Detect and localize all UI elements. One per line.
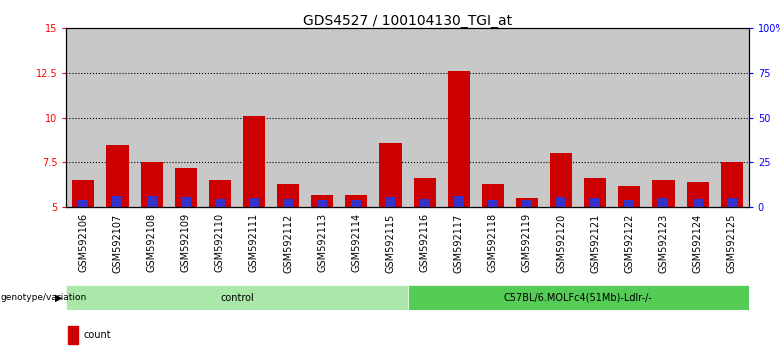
Bar [522, 200, 532, 207]
Bar [317, 200, 328, 207]
Text: GSM592117: GSM592117 [454, 213, 464, 273]
Bar [209, 180, 231, 207]
Bar [516, 198, 538, 207]
Bar [277, 184, 300, 207]
Text: GDS4527 / 100104130_TGI_at: GDS4527 / 100104130_TGI_at [303, 14, 512, 28]
Bar [215, 199, 225, 207]
Bar [101, 28, 135, 207]
Bar [305, 28, 339, 207]
Text: C57BL/6.MOLFc4(51Mb)-Ldlr-/-: C57BL/6.MOLFc4(51Mb)-Ldlr-/- [504, 293, 653, 303]
Bar [647, 28, 680, 207]
Text: count: count [84, 330, 112, 340]
Bar [243, 116, 265, 207]
Bar [147, 196, 157, 207]
Text: GSM592113: GSM592113 [317, 213, 328, 273]
Bar [339, 28, 374, 207]
Bar [476, 28, 510, 207]
Bar [624, 200, 634, 207]
Bar [413, 178, 436, 207]
Bar [168, 28, 203, 207]
Bar [181, 197, 191, 207]
Bar [407, 285, 749, 310]
Text: GSM592106: GSM592106 [78, 213, 88, 273]
Text: GSM592118: GSM592118 [488, 213, 498, 273]
Bar [612, 28, 647, 207]
Bar [203, 28, 237, 207]
Bar [590, 198, 601, 207]
Bar [556, 197, 566, 207]
Bar [441, 28, 476, 207]
Bar [283, 199, 293, 207]
Text: GSM592111: GSM592111 [249, 213, 259, 273]
Bar [578, 28, 612, 207]
Bar [385, 197, 395, 207]
Bar [407, 28, 441, 207]
Bar [311, 195, 333, 207]
Bar [78, 200, 88, 207]
Text: GSM592121: GSM592121 [590, 213, 601, 273]
Bar [686, 182, 709, 207]
Text: GSM592124: GSM592124 [693, 213, 703, 273]
Bar [249, 198, 259, 207]
Bar [135, 28, 168, 207]
Text: genotype/variation: genotype/variation [1, 293, 87, 302]
Bar [454, 196, 464, 207]
Bar [271, 28, 305, 207]
Bar [714, 28, 749, 207]
Bar [346, 195, 367, 207]
Bar [351, 200, 361, 207]
Text: GSM592116: GSM592116 [420, 213, 430, 273]
Text: GSM592112: GSM592112 [283, 213, 293, 273]
Text: GSM592120: GSM592120 [556, 213, 566, 273]
Bar [658, 198, 668, 207]
Text: GSM592125: GSM592125 [727, 213, 737, 273]
Bar [112, 196, 122, 207]
Bar [721, 162, 743, 207]
Bar [652, 180, 675, 207]
Bar [66, 285, 407, 310]
Bar [420, 199, 430, 207]
Bar [619, 185, 640, 207]
Bar [379, 143, 402, 207]
Bar [680, 28, 714, 207]
Bar [448, 71, 470, 207]
Bar [584, 178, 606, 207]
Bar [693, 199, 703, 207]
Bar [544, 28, 578, 207]
Bar [175, 168, 197, 207]
Bar [374, 28, 407, 207]
Bar [140, 162, 163, 207]
Bar [488, 200, 498, 207]
Text: ▶: ▶ [55, 293, 62, 303]
Bar [482, 184, 504, 207]
Text: control: control [220, 293, 254, 303]
Bar [550, 154, 573, 207]
Text: GSM592119: GSM592119 [522, 213, 532, 273]
Bar [510, 28, 544, 207]
Bar [727, 198, 737, 207]
Text: GSM592107: GSM592107 [112, 213, 122, 273]
Text: GSM592114: GSM592114 [351, 213, 361, 273]
Bar [66, 28, 101, 207]
Text: GSM592123: GSM592123 [658, 213, 668, 273]
Bar [237, 28, 271, 207]
Bar [106, 144, 129, 207]
Text: GSM592108: GSM592108 [147, 213, 157, 273]
Bar [69, 326, 78, 344]
Bar [73, 180, 94, 207]
Text: GSM592109: GSM592109 [181, 213, 191, 273]
Text: GSM592115: GSM592115 [385, 213, 395, 273]
Text: GSM592122: GSM592122 [624, 213, 634, 273]
Text: GSM592110: GSM592110 [215, 213, 225, 273]
